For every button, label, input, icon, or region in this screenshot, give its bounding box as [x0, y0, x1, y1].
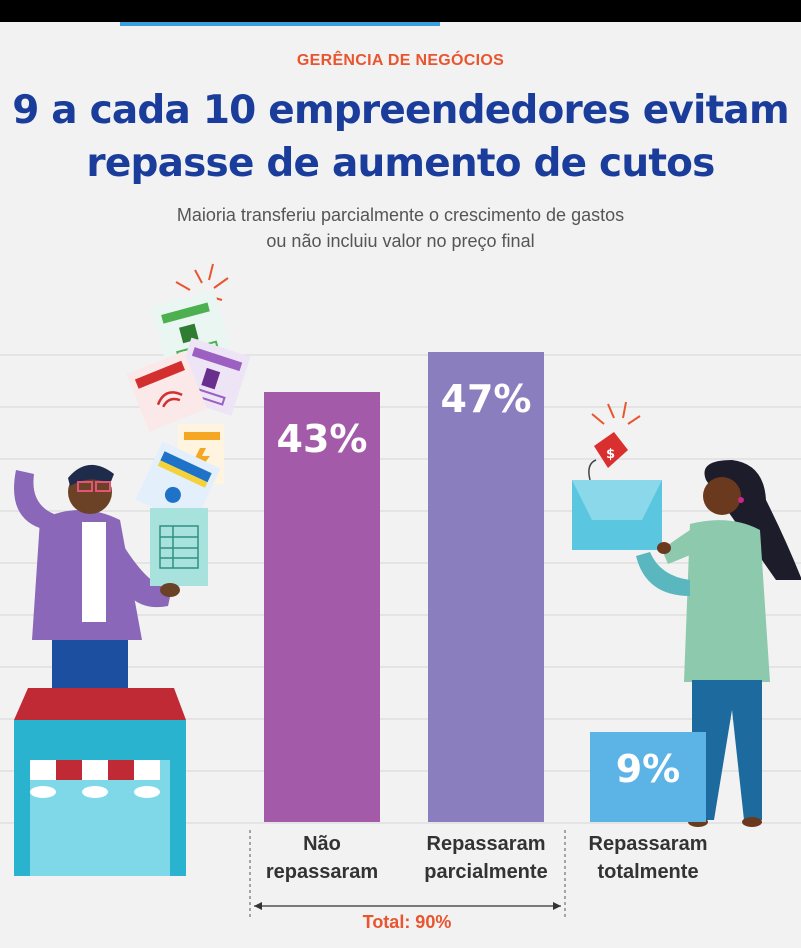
- category-label-2-line-0: Repassaram: [589, 833, 708, 855]
- man-with-bills-illustration: [14, 263, 251, 700]
- data-label-1: 47%: [441, 377, 532, 421]
- category-label-2-line-1: totalmente: [597, 861, 698, 883]
- page-title: 9 a cada 10 empreendedores evitam repass…: [0, 84, 801, 190]
- category-label-0-line-0: Não: [303, 833, 341, 855]
- bar-1: [428, 352, 544, 822]
- category-label-0-line-1: repassaram: [266, 861, 378, 883]
- price-alert-burst-icon: [591, 401, 641, 425]
- bars: 43% 47% 9%: [264, 352, 706, 822]
- subtitle-line-1: Maioria transferiu parcialmente o cresci…: [176, 205, 625, 225]
- bar-0: [264, 392, 380, 822]
- category-label-1-line-0: Repassaram: [427, 833, 546, 855]
- subtitle: Maioria transferiu parcialmente o cresci…: [0, 202, 801, 254]
- section-kicker: GERÊNCIA DE NEGÓCIOS: [296, 52, 505, 69]
- wifi-bill-icon: [126, 351, 208, 432]
- price-tag-icon: [594, 432, 628, 468]
- top-accent-bar: [120, 22, 440, 26]
- subtitle-line-2: ou não incluiu valor no preço final: [266, 231, 535, 251]
- bar-2: [590, 732, 706, 822]
- data-label-0: 43%: [277, 417, 368, 461]
- svg-text:$: $: [606, 447, 615, 462]
- total-label: Total: 90%: [363, 912, 452, 932]
- category-labels: Não repassaram Repassaram parcialmente Repas…: [266, 833, 708, 883]
- title-line-2: repasse de aumento de cutos: [86, 141, 715, 186]
- data-label-2: 9%: [616, 747, 681, 791]
- shop-awning-illustration: [14, 688, 186, 876]
- water-bill-icon: [135, 441, 221, 527]
- title-line-1: 9 a cada 10 empreendedores evitam: [12, 88, 789, 133]
- category-label-1-line-1: parcialmente: [424, 861, 547, 883]
- total-bracket: Total: 90%: [249, 830, 566, 932]
- woman-with-bag-illustration: $: [572, 401, 801, 827]
